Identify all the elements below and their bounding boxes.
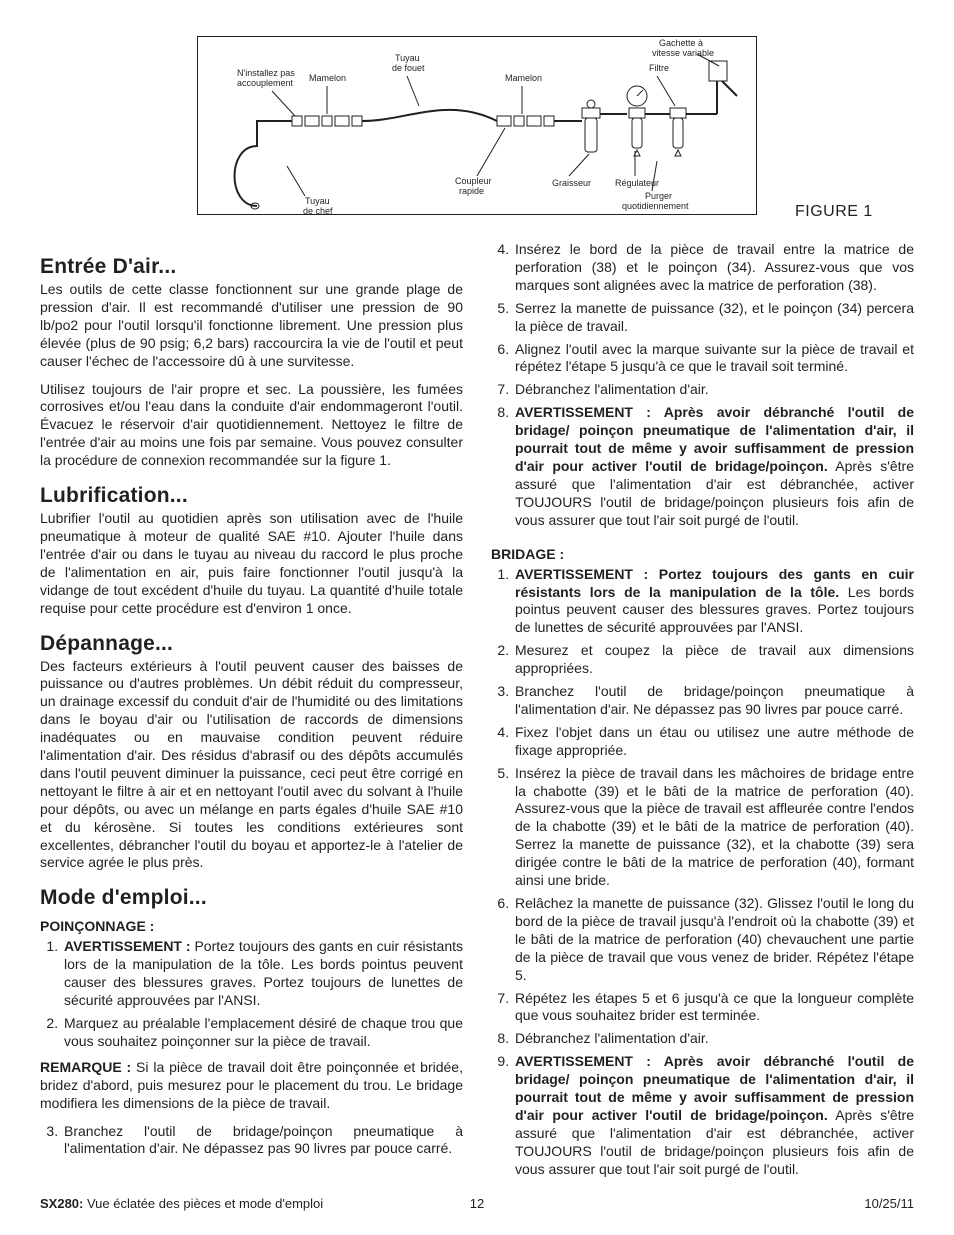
label-tuyau-chef2: de chef — [303, 206, 333, 216]
para-air-1: Les outils de cette classe fonctionnent … — [40, 281, 463, 371]
warning-label: AVERTISSEMENT : — [64, 938, 191, 954]
para-dep: Des facteurs extérieurs à l'outil peuven… — [40, 658, 463, 873]
heading-lubrification: Lubrification... — [40, 484, 463, 508]
footer-model: SX280: — [40, 1196, 83, 1211]
bridage-step-4: Fixez l'objet dans un étau ou utilisez u… — [513, 724, 914, 760]
bridage-list: AVERTISSEMENT : Portez toujours des gant… — [491, 566, 914, 1179]
label-gachette1: Gachette à — [659, 38, 703, 48]
subhead-bridage: BRIDAGE : — [491, 546, 914, 562]
air-system-diagram: N'installez pas accouplement Mamelon Tuy… — [197, 36, 757, 226]
label-tuyau-chef1: Tuyau — [305, 196, 330, 206]
label-purger1: Purger — [645, 191, 672, 201]
poincon-step-7: Débranchez l'alimentation d'air. — [513, 381, 914, 399]
footer-left: SX280: Vue éclatée des pièces et mode d'… — [40, 1196, 323, 1211]
subhead-poinconnage: POINÇONNAGE : — [40, 918, 463, 934]
bridage-step-1: AVERTISSEMENT : Portez toujours des gant… — [513, 566, 914, 638]
bridage-step-9: AVERTISSEMENT : Après avoir débranché l'… — [513, 1053, 914, 1178]
heading-mode-emploi: Mode d'emploi... — [40, 886, 463, 910]
label-mamelon2: Mamelon — [505, 73, 542, 83]
bridage-step-5: Insérez la pièce de travail dans les mâc… — [513, 765, 914, 890]
label-regulateur: Régulateur — [615, 178, 659, 188]
label-filtre: Filtre — [649, 63, 669, 73]
poinconnage-list-a: AVERTISSEMENT : Portez toujours des gant… — [40, 938, 463, 1050]
bridage-step-3: Branchez l'outil de bridage/poinçon pneu… — [513, 683, 914, 719]
label-purger2: quotidiennement — [622, 201, 689, 211]
bridage-step-6: Relâchez la manette de puissance (32). G… — [513, 895, 914, 985]
poinconnage-list-c: Insérez le bord de la pièce de travail e… — [491, 241, 914, 530]
label-gachette2: vitesse variable — [652, 48, 714, 58]
poincon-step-5: Serrez la manette de puissance (32), et … — [513, 300, 914, 336]
label-mamelon: Mamelon — [309, 73, 346, 83]
left-column: Entrée D'air... Les outils de cette clas… — [40, 241, 463, 1187]
remarque-para: REMARQUE : Si la pièce de travail doit ê… — [40, 1059, 463, 1113]
figure-1: N'installez pas accouplement Mamelon Tuy… — [40, 36, 914, 231]
label-coupleur2: rapide — [459, 186, 484, 196]
body-columns: Entrée D'air... Les outils de cette clas… — [40, 241, 914, 1187]
para-lub: Lubrifier l'outil au quotidien après son… — [40, 510, 463, 617]
figure-caption: FIGURE 1 — [795, 203, 873, 221]
heading-depannage: Dépannage... — [40, 632, 463, 656]
poincon-step-4: Insérez le bord de la pièce de travail e… — [513, 241, 914, 295]
poincon-step-1: AVERTISSEMENT : Portez toujours des gant… — [62, 938, 463, 1010]
footer-date: 10/25/11 — [864, 1196, 914, 1211]
page: N'installez pas accouplement Mamelon Tuy… — [0, 0, 954, 1235]
label-tuyau-fouet1: Tuyau — [395, 53, 420, 63]
remarque-label: REMARQUE : — [40, 1059, 131, 1075]
bridage-step-8: Débranchez l'alimentation d'air. — [513, 1030, 914, 1048]
footer-page-number: 12 — [470, 1196, 484, 1211]
para-air-2: Utilisez toujours de l'air propre et sec… — [40, 381, 463, 471]
label-coupleur1: Coupleur — [455, 176, 492, 186]
poincon-step-2: Marquez au préalable l'emplacement désir… — [62, 1015, 463, 1051]
label-tuyau-fouet2: de fouet — [392, 63, 425, 73]
page-footer: SX280: Vue éclatée des pièces et mode d'… — [40, 1196, 914, 1211]
bridage-step-7: Répétez les étapes 5 et 6 jusqu'à ce que… — [513, 990, 914, 1026]
label-graisseur: Graisseur — [552, 178, 591, 188]
poincon-step-6: Alignez l'outil avec la marque suivante … — [513, 341, 914, 377]
right-column: Insérez le bord de la pièce de travail e… — [491, 241, 914, 1187]
label-ninstallez: N'installez pas — [237, 68, 295, 78]
poinconnage-list-b: Branchez l'outil de bridage/poinçon pneu… — [40, 1123, 463, 1159]
poincon-step-8: AVERTISSEMENT : Après avoir débranché l'… — [513, 404, 914, 529]
heading-entree-air: Entrée D'air... — [40, 255, 463, 279]
poincon-step-3: Branchez l'outil de bridage/poinçon pneu… — [62, 1123, 463, 1159]
label-ninstallez2: accouplement — [237, 78, 294, 88]
footer-left-text: Vue éclatée des pièces et mode d'emploi — [83, 1196, 323, 1211]
bridage-step-2: Mesurez et coupez la pièce de travail au… — [513, 642, 914, 678]
